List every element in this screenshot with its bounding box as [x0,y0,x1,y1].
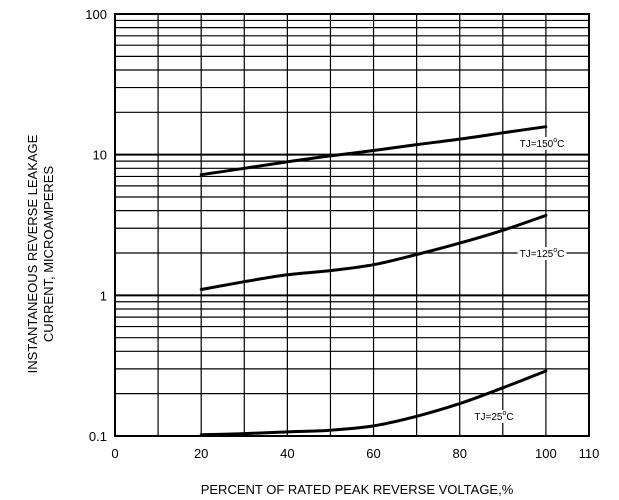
x-tick-label: 110 [579,446,600,461]
series-label-tj25: TJ=25oC [474,410,513,423]
series-curve-tj150 [199,125,548,177]
x-tick-label: 40 [280,446,294,461]
x-tick-labels: 0 20 40 60 80 100 110 [111,446,599,461]
y-axis-title: INSTANTANEOUS REVERSE LEAKAGE CURRENT, M… [25,134,56,373]
x-tick-label: 0 [111,446,118,461]
series-label-tj150-background [517,137,567,150]
y-axis-title-line-2: CURRENT, MICROAMPERES [41,166,56,343]
series-label-tj125-background [517,247,567,260]
x-tick-label: 100 [535,446,557,461]
series-labels: TJ=150oC TJ=125oC TJ=25oC [472,137,567,423]
y-tick-label: 0.1 [89,429,107,444]
y-tick-labels: 0.1 1 10 100 [85,7,107,444]
x-tick-label: 20 [194,446,208,461]
grid-lines [115,14,589,436]
series-label-tj125: TJ=125oC [520,247,565,260]
series-label-tj25-background [472,410,516,423]
y-tick-label: 1 [100,288,107,303]
y-tick-label: 100 [85,7,107,22]
y-axis-title-line-1: INSTANTANEOUS REVERSE LEAKAGE [25,134,40,373]
series-curve-tj25 [199,369,548,437]
plot-frame [114,13,590,437]
x-tick-label: 60 [366,446,380,461]
series-label-tj150: TJ=150oC [520,137,565,150]
y-tick-label: 10 [93,148,107,163]
series-curve-tj125 [199,213,548,291]
x-tick-label: 80 [452,446,466,461]
series-curves [199,125,548,437]
x-axis-title: PERCENT OF RATED PEAK REVERSE VOLTAGE,% [201,482,514,497]
